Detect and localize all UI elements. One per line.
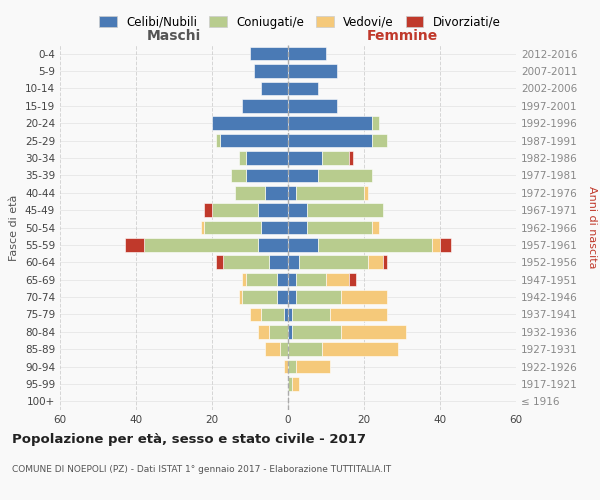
Bar xyxy=(239,151,246,165)
Y-axis label: Fasce di età: Fasce di età xyxy=(10,194,19,260)
Bar xyxy=(319,238,433,252)
Bar xyxy=(440,238,451,252)
Bar xyxy=(288,64,337,78)
Bar xyxy=(288,47,326,60)
Bar xyxy=(341,325,406,338)
Bar xyxy=(292,325,341,338)
Bar xyxy=(288,220,307,234)
Bar xyxy=(288,377,292,390)
Bar xyxy=(231,168,246,182)
Bar xyxy=(212,116,288,130)
Bar xyxy=(205,220,262,234)
Bar xyxy=(262,220,288,234)
Bar xyxy=(216,256,223,269)
Bar xyxy=(296,360,330,374)
Bar xyxy=(246,168,288,182)
Bar xyxy=(288,360,296,374)
Bar xyxy=(341,290,387,304)
Bar xyxy=(371,220,379,234)
Bar xyxy=(269,325,288,338)
Bar xyxy=(125,238,143,252)
Bar xyxy=(296,273,326,286)
Bar xyxy=(288,116,371,130)
Bar xyxy=(205,204,212,217)
Bar xyxy=(364,186,368,200)
Bar xyxy=(200,220,205,234)
Bar xyxy=(307,204,383,217)
Bar xyxy=(284,308,288,321)
Bar xyxy=(288,238,319,252)
Bar xyxy=(349,151,353,165)
Bar xyxy=(296,186,364,200)
Bar xyxy=(265,342,280,356)
Bar xyxy=(292,308,330,321)
Bar xyxy=(216,134,220,147)
Bar xyxy=(288,82,319,95)
Bar xyxy=(239,290,242,304)
Bar xyxy=(212,204,257,217)
Bar xyxy=(288,99,337,112)
Text: Popolazione per età, sesso e stato civile - 2017: Popolazione per età, sesso e stato civil… xyxy=(12,432,366,446)
Bar xyxy=(296,290,341,304)
Bar xyxy=(277,273,288,286)
Bar xyxy=(280,342,288,356)
Bar xyxy=(277,290,288,304)
Bar xyxy=(265,186,288,200)
Bar xyxy=(257,238,288,252)
Bar xyxy=(257,204,288,217)
Bar xyxy=(284,360,288,374)
Bar xyxy=(288,273,296,286)
Legend: Celibi/Nubili, Coniugati/e, Vedovi/e, Divorziati/e: Celibi/Nubili, Coniugati/e, Vedovi/e, Di… xyxy=(95,11,505,34)
Bar xyxy=(143,238,257,252)
Bar xyxy=(383,256,387,269)
Bar xyxy=(299,256,368,269)
Bar xyxy=(262,308,284,321)
Bar xyxy=(371,116,379,130)
Bar xyxy=(326,273,349,286)
Bar xyxy=(235,186,265,200)
Bar xyxy=(246,273,277,286)
Bar xyxy=(250,308,262,321)
Text: Maschi: Maschi xyxy=(147,28,201,42)
Bar xyxy=(257,325,269,338)
Bar xyxy=(288,204,307,217)
Bar xyxy=(246,151,288,165)
Bar xyxy=(433,238,440,252)
Bar xyxy=(288,290,296,304)
Bar xyxy=(307,220,371,234)
Bar xyxy=(242,290,277,304)
Bar xyxy=(220,134,288,147)
Bar xyxy=(288,308,292,321)
Bar xyxy=(322,342,398,356)
Bar xyxy=(322,151,349,165)
Bar xyxy=(250,47,288,60)
Bar xyxy=(292,377,299,390)
Bar xyxy=(288,186,296,200)
Bar xyxy=(288,134,371,147)
Bar xyxy=(288,168,319,182)
Bar xyxy=(288,325,292,338)
Bar xyxy=(223,256,269,269)
Bar xyxy=(371,134,387,147)
Bar xyxy=(242,273,246,286)
Text: COMUNE DI NOEPOLI (PZ) - Dati ISTAT 1° gennaio 2017 - Elaborazione TUTTITALIA.IT: COMUNE DI NOEPOLI (PZ) - Dati ISTAT 1° g… xyxy=(12,466,391,474)
Bar xyxy=(319,168,371,182)
Bar xyxy=(330,308,387,321)
Bar xyxy=(349,273,356,286)
Y-axis label: Anni di nascita: Anni di nascita xyxy=(587,186,597,269)
Bar xyxy=(242,99,288,112)
Bar xyxy=(269,256,288,269)
Bar xyxy=(254,64,288,78)
Bar xyxy=(262,82,288,95)
Bar xyxy=(368,256,383,269)
Bar xyxy=(288,256,299,269)
Bar xyxy=(288,151,322,165)
Bar xyxy=(288,342,322,356)
Text: Femmine: Femmine xyxy=(367,28,437,42)
